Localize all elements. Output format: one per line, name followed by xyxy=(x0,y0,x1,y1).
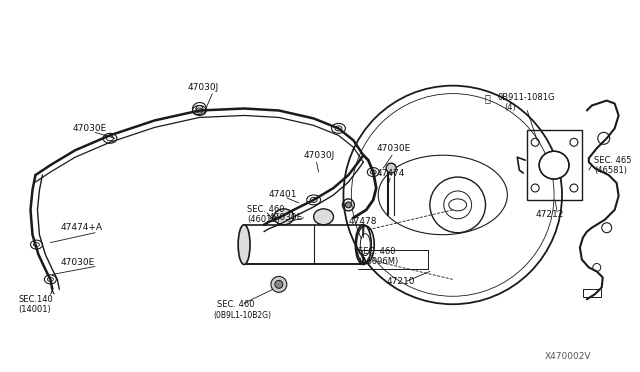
Text: SEC. 465: SEC. 465 xyxy=(594,155,631,165)
Text: 47030J: 47030J xyxy=(188,83,219,92)
Ellipse shape xyxy=(238,225,250,264)
Text: SEC. 460: SEC. 460 xyxy=(358,247,396,256)
Text: 47474: 47474 xyxy=(376,169,404,177)
Text: (46010): (46010) xyxy=(247,215,280,224)
Text: 47474+A: 47474+A xyxy=(60,223,102,232)
Text: (46581): (46581) xyxy=(594,166,627,174)
Text: SEC. 460: SEC. 460 xyxy=(247,205,285,214)
Text: SEC. 460: SEC. 460 xyxy=(217,300,255,309)
Text: X470002V: X470002V xyxy=(545,352,591,361)
Ellipse shape xyxy=(274,209,294,225)
Bar xyxy=(583,289,601,297)
Circle shape xyxy=(346,202,351,208)
Ellipse shape xyxy=(314,209,333,225)
Bar xyxy=(527,130,582,200)
Text: 47212: 47212 xyxy=(535,210,564,219)
Text: 47210: 47210 xyxy=(386,277,415,286)
Text: 47030E: 47030E xyxy=(269,213,303,222)
Text: 47030E: 47030E xyxy=(72,124,106,133)
Text: 47030E: 47030E xyxy=(60,258,95,267)
Ellipse shape xyxy=(360,234,371,256)
Text: (46096M): (46096M) xyxy=(358,257,399,266)
Circle shape xyxy=(386,163,396,173)
Text: 47030E: 47030E xyxy=(376,144,410,153)
Text: (14001): (14001) xyxy=(19,305,51,314)
Text: 47030J: 47030J xyxy=(304,151,335,160)
Ellipse shape xyxy=(539,151,569,179)
Text: (4): (4) xyxy=(504,103,516,112)
Text: 0B911-1081G: 0B911-1081G xyxy=(497,93,555,102)
Text: 47401: 47401 xyxy=(269,190,298,199)
Circle shape xyxy=(275,280,283,288)
Circle shape xyxy=(271,276,287,292)
Text: (0B9L1-10B2G): (0B9L1-10B2G) xyxy=(213,311,271,320)
Text: Ⓝ: Ⓝ xyxy=(484,94,490,103)
Text: SEC.140: SEC.140 xyxy=(19,295,53,304)
Text: 47478: 47478 xyxy=(348,217,377,226)
